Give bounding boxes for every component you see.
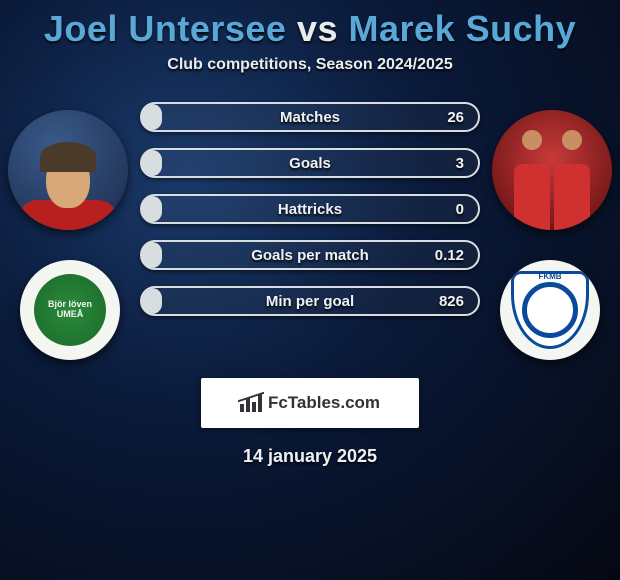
player1-face bbox=[46, 152, 90, 208]
watermark-text: FcTables.com bbox=[268, 393, 380, 413]
player2-scene bbox=[492, 110, 612, 230]
date-text: 14 january 2025 bbox=[0, 446, 620, 467]
stat-value: 0.12 bbox=[435, 242, 464, 268]
club-badge-right-text: FKMB bbox=[514, 272, 586, 281]
stat-label: Min per goal bbox=[142, 288, 478, 314]
stats-list: Matches26 Goals3 Hattricks0 Goals per match… bbox=[140, 102, 480, 316]
stat-value: 826 bbox=[439, 288, 464, 314]
stat-value: 0 bbox=[456, 196, 464, 222]
player2-avatar bbox=[492, 110, 612, 230]
stat-label: Hattricks bbox=[142, 196, 478, 222]
player1-club-badge: Björ löven UMEÅ bbox=[20, 260, 120, 360]
player1-avatar bbox=[8, 110, 128, 230]
chart-icon bbox=[240, 394, 262, 412]
player2-club-badge: FKMB bbox=[500, 260, 600, 360]
page-title: Joel Untersee vs Marek Suchy bbox=[0, 8, 620, 50]
main-area: Björ löven UMEÅ FKMB Matches26 Goals3 Hatt… bbox=[0, 102, 620, 362]
subtitle: Club competitions, Season 2024/2025 bbox=[0, 56, 620, 74]
club-badge-right-icon: FKMB bbox=[511, 271, 589, 349]
player1-name: Joel Untersee bbox=[44, 8, 287, 49]
stat-label: Goals per match bbox=[142, 242, 478, 268]
content-wrapper: Joel Untersee vs Marek Suchy Club compet… bbox=[0, 0, 620, 580]
watermark: FcTables.com bbox=[201, 378, 419, 428]
player2-name: Marek Suchy bbox=[349, 8, 577, 49]
stat-value: 26 bbox=[447, 104, 464, 130]
stat-row: Min per goal826 bbox=[140, 286, 480, 316]
stat-row: Goals3 bbox=[140, 148, 480, 178]
vs-text: vs bbox=[297, 8, 338, 49]
stat-row: Matches26 bbox=[140, 102, 480, 132]
stat-row: Hattricks0 bbox=[140, 194, 480, 224]
stat-value: 3 bbox=[456, 150, 464, 176]
stat-label: Goals bbox=[142, 150, 478, 176]
stat-row: Goals per match0.12 bbox=[140, 240, 480, 270]
stat-label: Matches bbox=[142, 104, 478, 130]
club-badge-left-icon: Björ löven UMEÅ bbox=[34, 274, 106, 346]
